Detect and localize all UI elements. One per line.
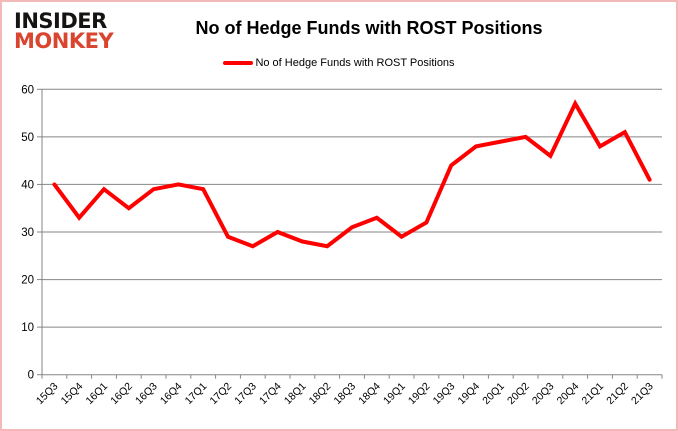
x-tick-label: 17Q3 bbox=[232, 380, 259, 407]
x-tick-label: 20Q2 bbox=[505, 380, 532, 407]
x-tick-label: 19Q3 bbox=[431, 380, 458, 407]
chart-title: No of Hedge Funds with ROST Positions bbox=[195, 18, 543, 38]
x-tick-label: 20Q3 bbox=[530, 380, 557, 407]
y-tick-label: 0 bbox=[28, 370, 34, 382]
x-tick-label: 21Q2 bbox=[604, 380, 631, 407]
legend-line-swatch bbox=[223, 61, 254, 65]
legend-label: No of Hedge Funds with ROST Positions bbox=[255, 57, 455, 69]
x-tick-label: 18Q3 bbox=[331, 380, 358, 407]
y-tick-label: 50 bbox=[21, 132, 34, 144]
x-tick-label: 17Q2 bbox=[207, 380, 234, 407]
x-tick-label: 21Q1 bbox=[579, 380, 606, 407]
x-tick-label: 18Q2 bbox=[307, 380, 334, 407]
x-tick-label: 15Q3 bbox=[34, 380, 61, 407]
y-tick-label: 30 bbox=[21, 227, 34, 239]
insider-monkey-logo: INSIDER MONKEY bbox=[14, 9, 114, 53]
x-tick-label: 15Q4 bbox=[59, 380, 86, 407]
x-tick-label: 17Q4 bbox=[257, 380, 284, 407]
legend: No of Hedge Funds with ROST Positions bbox=[2, 57, 676, 69]
logo-text-insider: INSIDER bbox=[14, 9, 107, 33]
x-tick-label: 20Q4 bbox=[555, 380, 582, 407]
x-tick-label: 16Q4 bbox=[158, 380, 185, 407]
x-tick-label: 21Q3 bbox=[629, 380, 656, 407]
y-tick-label: 40 bbox=[21, 179, 34, 191]
y-tick-label: 60 bbox=[21, 84, 34, 96]
x-tick-label: 17Q1 bbox=[183, 380, 210, 407]
x-tick-label: 16Q2 bbox=[108, 380, 135, 407]
x-tick-label: 18Q1 bbox=[282, 380, 309, 407]
x-tick-label: 19Q1 bbox=[381, 380, 408, 407]
logo-text-monkey: MONKEY bbox=[14, 28, 114, 53]
x-tick-label: 19Q4 bbox=[455, 380, 482, 407]
x-tick-label: 16Q3 bbox=[133, 380, 160, 407]
x-tick-label: 18Q4 bbox=[356, 380, 383, 407]
x-tick-label: 19Q2 bbox=[406, 380, 433, 407]
x-tick-label: 20Q1 bbox=[480, 380, 507, 407]
x-tick-label: 16Q1 bbox=[83, 380, 110, 407]
series-line bbox=[52, 99, 652, 249]
y-tick-label: 10 bbox=[21, 322, 34, 334]
y-tick-label: 20 bbox=[21, 275, 34, 287]
